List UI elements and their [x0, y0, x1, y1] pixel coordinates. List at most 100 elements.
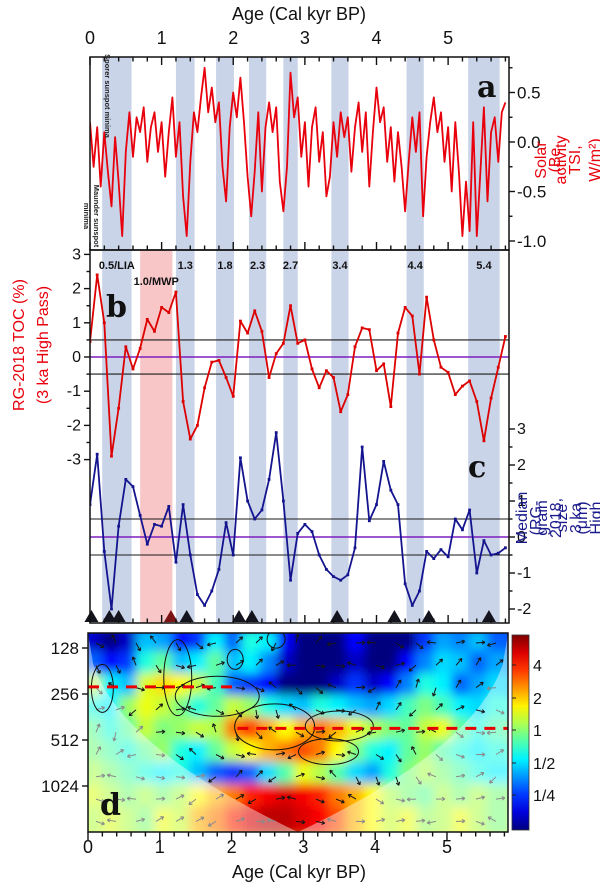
- grain-ytick-label: -2: [517, 601, 531, 618]
- toc-ytick-label: 2: [72, 281, 81, 298]
- solar-axis-label-line2: (Be TSI, W/m²): [547, 138, 600, 182]
- event-triangle: [244, 610, 259, 622]
- phase-arrow: [175, 664, 185, 670]
- grain-size-series-marker: [418, 589, 421, 593]
- phase-arrow: [426, 640, 437, 645]
- toc-series-marker: [102, 321, 106, 325]
- phase-arrow: [415, 678, 420, 688]
- toc-series-marker: [253, 309, 257, 313]
- grain-size-series-marker: [95, 452, 99, 456]
- grain-size-series-marker: [504, 546, 507, 550]
- band-age-label: 1.8: [217, 260, 232, 272]
- grain-size-series-marker: [239, 456, 242, 460]
- bottom-age-tick-label: 5: [442, 837, 452, 857]
- phase-arrow: [215, 754, 225, 760]
- toc-series-marker: [210, 360, 214, 364]
- panel-bc-frame: [89, 249, 510, 624]
- significance-contour: [226, 648, 244, 670]
- phase-arrow: [315, 635, 323, 644]
- toc-series-marker: [145, 317, 149, 321]
- colorbar: [511, 634, 530, 831]
- grain-size-series-marker: [496, 551, 500, 555]
- phase-arrow: [475, 752, 486, 757]
- phase-arrow: [435, 754, 444, 762]
- phase-arrow: [95, 665, 101, 674]
- phase-arrow: [375, 776, 381, 786]
- grain-size-series-marker: [145, 542, 149, 546]
- grain-size-series-marker: [489, 553, 493, 557]
- phase-arrow: [487, 642, 497, 647]
- phase-arrow: [475, 771, 485, 778]
- phase-arrow: [295, 687, 303, 695]
- event-bands: [102, 57, 500, 623]
- tick-marks: [82, 57, 515, 840]
- toc-series-marker: [260, 329, 264, 333]
- toc-series-marker: [246, 331, 249, 335]
- phase-arrow: [271, 642, 277, 652]
- phase-arrow: [255, 819, 266, 824]
- toc-series-marker: [239, 319, 242, 323]
- phase-arrow: [247, 798, 257, 805]
- phase-arrow: [95, 773, 106, 779]
- grain-size-series-marker: [167, 505, 171, 508]
- toc-series-marker: [231, 394, 235, 398]
- phase-arrow: [355, 776, 361, 786]
- toc-series-marker: [403, 306, 407, 309]
- phase-arrow: [115, 665, 121, 674]
- phase-arrow: [406, 797, 417, 802]
- phase-arrow: [366, 640, 377, 645]
- phase-arrow: [195, 731, 205, 738]
- colorbar-tick-label: 1/2: [533, 756, 555, 773]
- grain-size-series-marker: [224, 521, 228, 524]
- phase-arrow: [315, 750, 326, 755]
- phase-arrow: [411, 746, 417, 755]
- phase-arrow: [315, 729, 326, 734]
- grain-size-series-marker: [425, 550, 429, 553]
- phase-arrow: [395, 754, 402, 763]
- phase-arrow: [155, 775, 166, 781]
- reference-lines: [90, 339, 509, 556]
- top-age-tick-label: 2: [228, 28, 238, 48]
- bottom-age-tick-label: 4: [370, 837, 380, 857]
- bottom-age-tick-label: 2: [227, 837, 237, 857]
- phase-arrow: [455, 705, 465, 711]
- phase-arrow: [315, 776, 326, 781]
- toc-series-marker: [267, 376, 271, 379]
- phase-arrow: [195, 816, 205, 822]
- phase-arrow: [175, 775, 186, 780]
- colorbar-tick-label: 1/4: [533, 788, 555, 805]
- toc-series-marker: [339, 410, 343, 414]
- panel-d-letter: d: [100, 788, 121, 823]
- phase-arrow: [235, 769, 243, 778]
- grain-size-series-marker: [138, 514, 142, 517]
- phase-arrow: [95, 723, 101, 733]
- significance-contour: [266, 633, 286, 649]
- event-triangle: [84, 610, 99, 622]
- significance-contours: [90, 633, 374, 766]
- toc-ytick-label: -2: [67, 417, 81, 434]
- band-panel-a: [406, 57, 424, 250]
- phase-arrow: [135, 725, 144, 733]
- phase-arrow: [326, 817, 337, 822]
- phase-arrow: [255, 658, 263, 666]
- band-age-labels: 0.5/LIA 1.0/MWP 1.3 1.8 2.3 2.7 3.4 4.4 5.4: [99, 260, 493, 288]
- phase-arrow: [135, 817, 146, 823]
- top-age-tick-label: 1: [157, 28, 167, 48]
- grain-size-series-marker: [382, 460, 386, 463]
- toc-series-marker: [217, 359, 221, 362]
- grain-size-series-marker: [296, 532, 300, 535]
- phase-arrow: [475, 820, 485, 826]
- toc-series-marker: [482, 439, 486, 443]
- panel-b-letter: b: [106, 290, 127, 325]
- grain-size-series-marker: [360, 445, 364, 449]
- grain-size-series-marker: [453, 517, 457, 521]
- band-panel-bc: [331, 250, 349, 623]
- cone-of-influence-left: [88, 633, 298, 832]
- solar-activity-series: [90, 66, 507, 237]
- phase-arrow: [455, 731, 464, 738]
- phase-arrow: [206, 642, 217, 647]
- grain-size-series-marker: [324, 568, 328, 571]
- grain-size-series-marker: [353, 546, 357, 550]
- phase-arrow: [275, 709, 280, 719]
- band-panel-bc: [249, 250, 267, 623]
